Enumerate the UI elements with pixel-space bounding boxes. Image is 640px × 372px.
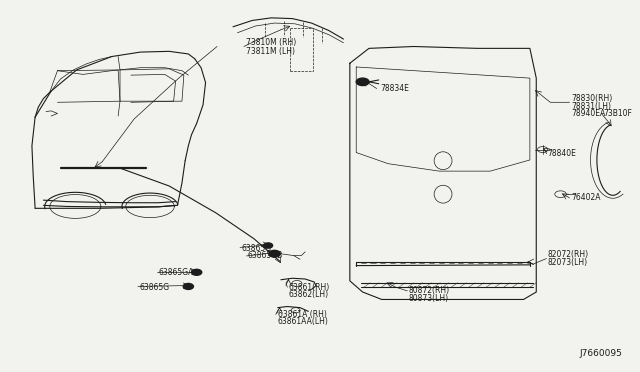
Circle shape (264, 243, 273, 248)
Text: J7660095: J7660095 (580, 349, 623, 358)
Circle shape (183, 283, 193, 289)
Text: 78831(LH): 78831(LH) (572, 102, 611, 110)
Text: 82073(LH): 82073(LH) (548, 258, 588, 267)
Text: 73811M (LH): 73811M (LH) (246, 47, 295, 56)
Text: 63862(LH): 63862(LH) (289, 290, 329, 299)
Text: 63861(RH): 63861(RH) (289, 283, 330, 292)
Text: 76402A: 76402A (572, 193, 601, 202)
Text: 80873(LH): 80873(LH) (408, 294, 449, 303)
Text: 63861A (RH): 63861A (RH) (278, 310, 326, 319)
Text: 63865GB: 63865GB (248, 251, 283, 260)
Text: 78834E: 78834E (380, 84, 409, 93)
Text: 63865G: 63865G (241, 244, 271, 253)
Circle shape (356, 78, 369, 86)
Text: 78840E: 78840E (548, 149, 577, 158)
Text: 73B10F: 73B10F (604, 109, 632, 118)
Text: 80872(RH): 80872(RH) (408, 286, 450, 295)
Text: 63861AA(LH): 63861AA(LH) (278, 317, 328, 326)
Text: 63865GA: 63865GA (158, 268, 194, 277)
Text: 78830(RH): 78830(RH) (572, 94, 612, 103)
Text: 82072(RH): 82072(RH) (548, 250, 589, 259)
Text: 63865G: 63865G (139, 283, 170, 292)
Circle shape (269, 250, 280, 257)
Text: 73810M (RH): 73810M (RH) (246, 38, 296, 47)
Text: 78940EA: 78940EA (572, 109, 605, 118)
Circle shape (191, 269, 202, 275)
